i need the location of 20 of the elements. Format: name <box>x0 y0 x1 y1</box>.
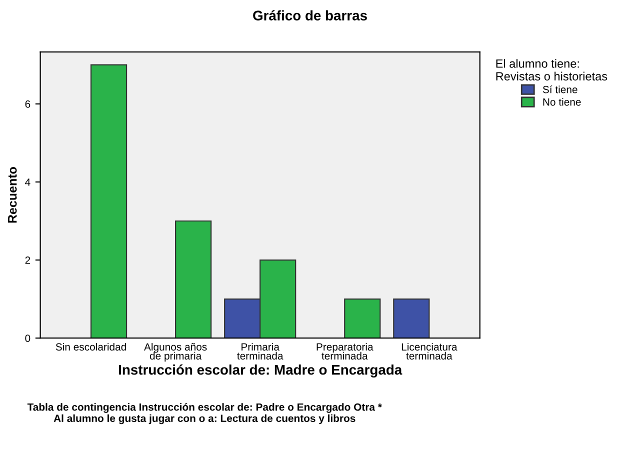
bar <box>175 220 212 338</box>
x-tick-label: Sin escolaridad <box>56 342 126 351</box>
bar <box>90 64 128 338</box>
text: Tabla de contingencia Instrucción escolar de: Padre o Encargado Otra * Al alumno le gusta jugar con o a: Lectura de cuentos y libros <box>27 403 382 424</box>
x-axis-title: Instrucción escolar de: Madre o Encargada <box>119 364 402 378</box>
x-tick-label: Preparatoria terminada <box>316 342 374 360</box>
legend-title: El alumno tiene: Revistas o historietas <box>496 59 608 80</box>
y-tick-label: 4 <box>25 178 30 186</box>
legend-label: Sí tiene <box>542 85 578 94</box>
x-tick-label: Primaria terminada <box>237 342 284 360</box>
y-axis-title: Recuento <box>8 167 17 223</box>
chart-title: Gráfico de barras <box>253 10 367 20</box>
x-tick-label: Licenciatura terminada <box>402 342 458 360</box>
bar <box>344 298 381 338</box>
bar <box>393 298 430 338</box>
y-tick-label: 2 <box>25 256 30 264</box>
y-tick-label: 6 <box>25 100 30 108</box>
y-tick-label: 0 <box>25 334 30 342</box>
legend-label: No tiene <box>543 98 581 106</box>
x-tick-label: Algunos años de primaria <box>144 342 207 362</box>
